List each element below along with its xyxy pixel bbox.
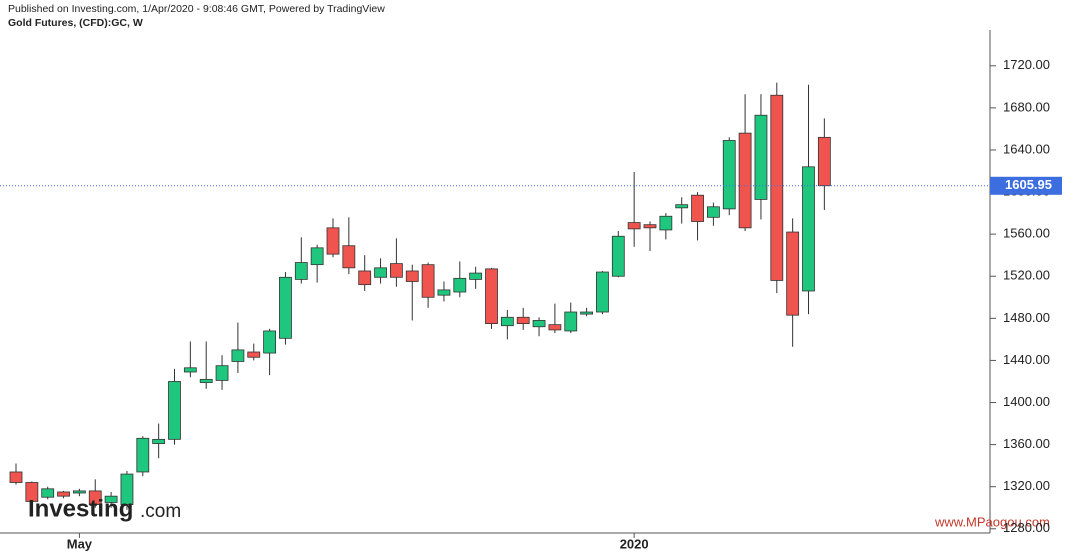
candle-body [675,204,689,209]
y-tick-label: 1720.00 [1003,57,1050,72]
watermark-site: www.MPaogou.com [934,514,1050,529]
candle-body [326,227,340,255]
candle-body [389,263,403,278]
candle-body [754,114,768,200]
candle-body [215,365,229,381]
candle-body [485,268,498,324]
y-tick-label: 1680.00 [1003,99,1050,114]
y-tick-label: 1320.00 [1003,478,1050,493]
candle-body [548,324,562,331]
candle-body [691,194,704,222]
candle-body [104,495,118,503]
candle-body [453,277,467,293]
candle-body [817,136,831,187]
candle-body [152,438,166,444]
symbol-title: Gold Futures, (CFD):GC, W [8,17,143,29]
candle-body [564,311,578,332]
candle-body [136,437,150,473]
candle-body [199,378,213,383]
candle-body [120,473,134,505]
candle-body [183,367,197,373]
watermark-logo-suffix: .com [140,501,181,522]
plot [9,82,831,510]
candle-body [611,235,625,277]
candle-body [770,94,784,281]
candle-body [73,490,86,494]
candle-body [374,267,387,278]
candle-body [596,271,609,313]
x-tick-label: May [67,536,93,551]
candle-body [9,471,23,483]
candle-body [88,490,102,505]
y-tick-label: 1520.00 [1003,268,1050,283]
candle-body [802,166,815,292]
candle-body [405,270,419,282]
candle-body [41,488,55,498]
published-note: Published on Investing.com, 1/Apr/2020 -… [8,3,385,15]
candle-body [294,262,308,280]
candle-body [516,316,530,324]
candle-body [310,247,324,266]
watermark-logo: Investing [28,495,133,522]
candle-body [469,272,483,280]
candle-body [659,215,673,231]
candle-body [358,270,372,286]
candle-body [643,224,657,229]
y-tick-label: 1640.00 [1003,141,1050,156]
last-price-label: 1605.95 [1005,177,1052,192]
last-price-box [990,176,1062,195]
candle-body [421,264,435,298]
candle-body [627,222,641,230]
y-tick-label: 1360.00 [1003,436,1050,451]
candle-body [580,311,593,315]
y-tick-label: 1280.00 [1003,520,1050,535]
candle-body [168,381,181,440]
candle-body [57,491,70,497]
y-tick-label: 1400.00 [1003,394,1050,409]
candle-body [722,140,736,210]
candle-body [738,132,752,229]
candle-body [786,231,800,316]
candle-body [279,276,292,339]
y-tick-label: 1480.00 [1003,310,1050,325]
candle-body [342,245,356,269]
x-tick-label: 2020 [620,536,649,551]
candle-body [500,316,514,327]
candle-body [437,289,451,296]
y-tick-label: 1440.00 [1003,352,1050,367]
y-tick-label: 1560.00 [1003,226,1050,241]
candle-body [707,206,720,218]
candle-body [532,320,546,328]
candle-body [231,349,245,362]
candle-body [263,330,277,354]
candle-body [25,482,39,502]
candle-body [247,351,261,358]
